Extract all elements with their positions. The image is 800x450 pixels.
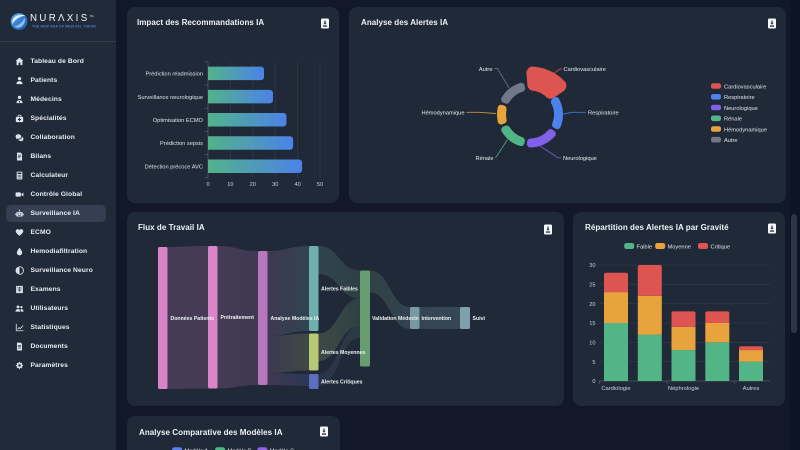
svg-text:Prédiction réadmission: Prédiction réadmission [145, 72, 203, 78]
svg-text:Données Patients: Données Patients [171, 316, 215, 322]
svg-text:Modèle C: Modèle C [270, 449, 294, 450]
svg-text:20: 20 [589, 302, 595, 308]
svg-text:Respiratoire: Respiratoire [724, 95, 755, 101]
svg-text:Validation Médecin: Validation Médecin [372, 316, 419, 322]
svg-text:0: 0 [592, 379, 595, 385]
svg-text:30: 30 [589, 263, 595, 269]
svg-text:Alertes Critiques: Alertes Critiques [321, 380, 363, 386]
svg-text:Neurologique: Neurologique [724, 106, 758, 112]
svg-text:Prétraitement: Prétraitement [221, 315, 255, 321]
svg-text:Néphrologie: Néphrologie [668, 386, 699, 392]
svg-text:25: 25 [589, 283, 595, 289]
svg-text:Optimisation ECMO: Optimisation ECMO [153, 118, 204, 124]
svg-text:30: 30 [272, 182, 278, 188]
svg-text:Cardiologie: Cardiologie [601, 386, 630, 392]
svg-text:Prédiction sepsis: Prédiction sepsis [160, 141, 203, 147]
svg-text:Faible: Faible [637, 244, 653, 250]
svg-text:Critique: Critique [711, 244, 731, 250]
svg-text:Intervention: Intervention [422, 316, 452, 322]
svg-text:40: 40 [294, 182, 300, 188]
svg-text:Détection précoce AVC: Détection précoce AVC [145, 164, 203, 170]
svg-text:Hémodynamique: Hémodynamique [724, 127, 767, 133]
svg-text:15: 15 [589, 321, 595, 327]
svg-text:Alertes Moyennes: Alertes Moyennes [321, 350, 366, 356]
svg-text:0: 0 [206, 182, 209, 188]
svg-text:50: 50 [317, 182, 323, 188]
svg-text:Rénale: Rénale [724, 117, 742, 123]
svg-text:5: 5 [592, 360, 595, 366]
svg-text:10: 10 [589, 341, 595, 347]
svg-text:10: 10 [227, 182, 233, 188]
svg-text:Rénale: Rénale [475, 156, 493, 162]
svg-text:Modèle A: Modèle A [185, 449, 209, 450]
svg-text:Cardiovasculaire: Cardiovasculaire [564, 67, 606, 73]
svg-text:Autre: Autre [724, 138, 738, 144]
svg-text:Autre: Autre [479, 67, 493, 73]
svg-text:Analyse Modèles IA: Analyse Modèles IA [271, 316, 320, 322]
svg-text:Alertes Faibles: Alertes Faibles [321, 287, 358, 293]
svg-text:Neurologique: Neurologique [563, 156, 597, 162]
svg-text:Hémodynamique: Hémodynamique [422, 111, 465, 117]
svg-text:20: 20 [250, 182, 256, 188]
svg-text:Cardiovasculaire: Cardiovasculaire [724, 84, 766, 90]
svg-text:Suivi: Suivi [473, 316, 486, 322]
svg-text:Respiratoire: Respiratoire [588, 111, 619, 117]
svg-text:Autres: Autres [743, 386, 760, 392]
svg-text:Moyenne: Moyenne [668, 244, 691, 250]
svg-text:Surveillance neurologique: Surveillance neurologique [138, 95, 203, 101]
svg-text:Modèle B: Modèle B [228, 449, 252, 450]
